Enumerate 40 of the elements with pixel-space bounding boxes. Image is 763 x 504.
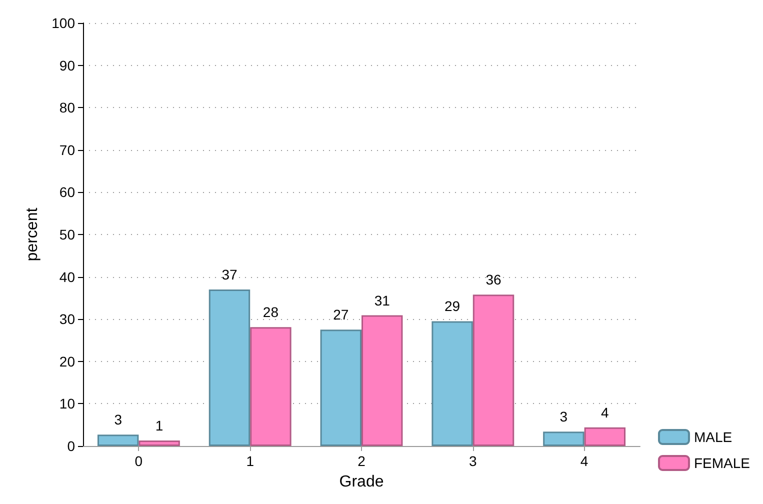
- legend-label: FEMALE: [694, 455, 750, 471]
- x-tick-label: 2: [358, 453, 366, 469]
- data-label: 1: [155, 418, 164, 434]
- bar: [362, 315, 403, 446]
- y-tick-label: 70: [59, 142, 76, 158]
- x-tick-label: 3: [469, 453, 477, 469]
- data-label: 27: [333, 306, 349, 323]
- data-label: 3: [114, 412, 122, 428]
- bar: [543, 432, 584, 446]
- data-label: 36: [486, 272, 502, 288]
- bar: [208, 289, 250, 446]
- bar: [250, 327, 292, 446]
- data-label: 4: [601, 404, 610, 420]
- x-tick-label: 0: [134, 453, 143, 469]
- bar: [432, 321, 473, 446]
- y-tick-label: 10: [59, 396, 76, 412]
- y-tick-label: 80: [59, 100, 76, 116]
- y-tick-label: 100: [52, 15, 76, 31]
- y-axis-title: percent: [24, 207, 42, 262]
- data-label: 29: [444, 298, 460, 314]
- legend-label: MALE: [694, 429, 732, 445]
- x-axis-title: Grade: [339, 474, 384, 490]
- y-tick-label: 30: [59, 311, 76, 328]
- data-label: 28: [262, 304, 279, 320]
- data-label: 37: [222, 266, 238, 282]
- y-tick-label: 0: [67, 438, 76, 454]
- bar: [472, 294, 514, 446]
- bar: [138, 440, 180, 446]
- bar: [584, 427, 626, 446]
- bar: [320, 330, 362, 446]
- y-tick-label: 40: [59, 268, 76, 285]
- x-tick-label: 4: [580, 453, 588, 469]
- data-label: 3: [560, 408, 568, 425]
- y-tick-label: 90: [59, 57, 76, 74]
- y-tick-label: 60: [59, 184, 76, 200]
- data-label: 31: [374, 292, 390, 308]
- y-tick-label: 20: [59, 353, 76, 370]
- y-tick-label: 50: [59, 226, 76, 242]
- bar: [97, 434, 139, 446]
- x-tick-label: 1: [246, 453, 254, 469]
